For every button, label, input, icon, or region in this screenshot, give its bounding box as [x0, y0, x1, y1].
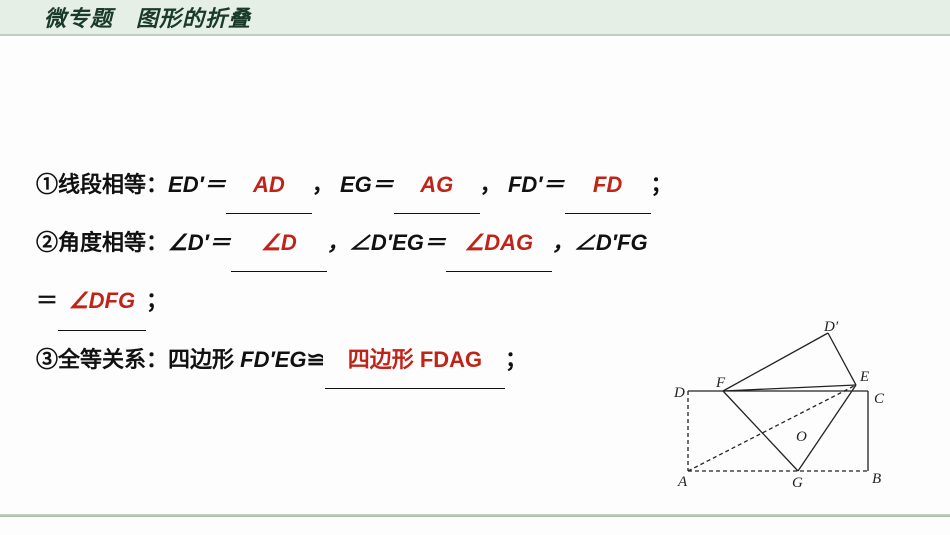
label-G: G [792, 475, 803, 491]
p2-cont: ＝ [36, 288, 58, 313]
p1-seg1f: ； [651, 172, 673, 197]
cong-symbol: ≌ [307, 347, 325, 372]
label-A: A [677, 474, 688, 490]
p1-seg1b: ， [312, 172, 334, 197]
ans-2a: ∠D [231, 214, 327, 272]
p2-end: ； [146, 288, 168, 313]
label-Dp: D′ [823, 321, 839, 335]
p1-seg1c: EG＝ [340, 172, 394, 197]
ans-3a: 四边形 FDAG [325, 331, 505, 389]
footer-divider [0, 514, 950, 517]
label-D: D [673, 385, 685, 401]
ans-1a: AD [226, 156, 312, 214]
edge-FG [723, 391, 798, 471]
label-C: C [874, 391, 885, 407]
slide-header: 微专题 图形的折叠 [0, 0, 950, 36]
line-1: ①线段相等：ED′＝AD， EG＝AG， FD′＝FD； [36, 156, 914, 214]
p3-label: ③全等关系：四边形 [36, 347, 240, 372]
label-F: F [715, 375, 726, 391]
edge-FDp [723, 333, 828, 391]
ans-1b: AG [394, 156, 480, 214]
p1-label: ①线段相等： [36, 172, 168, 197]
p2-label: ②角度相等： [36, 230, 168, 255]
edge-FE [723, 385, 856, 391]
label-E: E [859, 369, 869, 385]
ans-1c: FD [565, 156, 651, 214]
edge-DpE [828, 333, 856, 385]
slide-title: 微专题 图形的折叠 [44, 1, 251, 33]
edge-AE [688, 385, 856, 471]
p1-seg1d: ， [480, 172, 502, 197]
geometry-diagram: D′ D F E C A G B O [668, 321, 898, 491]
label-B: B [872, 471, 881, 487]
edge-EG [798, 385, 856, 471]
p2-seg2a: ∠D′＝ [168, 230, 231, 255]
line-2: ②角度相等：∠D′＝∠D，∠D′EG＝∠DAG，∠D′FG [36, 214, 914, 272]
p3-end: ； [505, 347, 527, 372]
p2-seg2b: ，∠D′EG＝ [327, 230, 446, 255]
label-O: O [796, 429, 807, 445]
p1-seg1a: ED′＝ [168, 172, 226, 197]
p3-seg3a: FD′EG [240, 347, 306, 372]
ans-2c: ∠DFG [58, 272, 146, 330]
ans-2b: ∠DAG [446, 214, 552, 272]
p1-seg1e: FD′＝ [508, 172, 565, 197]
p2-seg2c: ，∠D′FG [552, 230, 648, 255]
